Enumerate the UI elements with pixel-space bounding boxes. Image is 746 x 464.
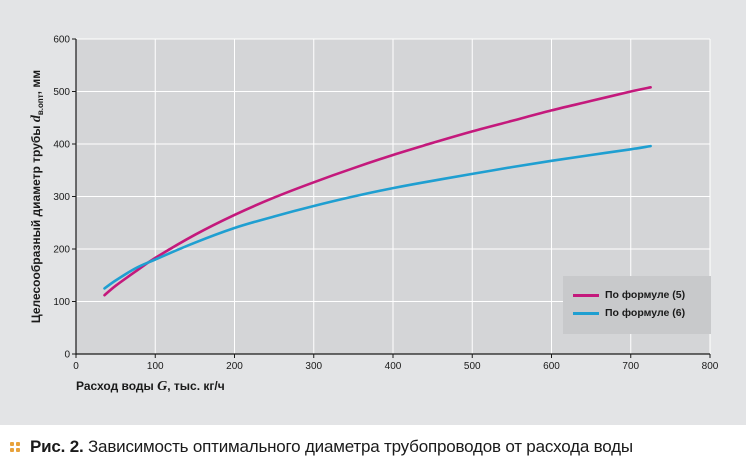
y-tick-label: 400 [53, 140, 70, 151]
y-tick-label: 500 [53, 87, 70, 98]
x-tick-label: 300 [305, 361, 322, 372]
series-lines [103, 86, 652, 297]
legend-swatch-formula-6 [573, 311, 599, 315]
caption-text: Зависимость оптимального диаметра трубоп… [83, 436, 633, 456]
figure-caption: Рис. 2. Зависимость оптимального диаметр… [0, 429, 746, 464]
x-tick-label: 700 [622, 361, 639, 372]
legend-item-formula-6: По формуле (6) [573, 307, 685, 319]
caption-dots-icon [10, 441, 20, 452]
y-tick-label: 200 [53, 245, 70, 256]
legend-label-formula-6: По формуле (6) [605, 307, 686, 319]
x-axis-label: Расход воды G, тыс. кг/ч [76, 379, 225, 394]
x-tick-label: 100 [147, 361, 164, 372]
caption-label: Рис. 2. [30, 436, 84, 456]
legend-label-formula-5: По формуле (5) [605, 289, 686, 301]
chart-svg: 0 100 200 300 400 500 600 700 800 0 100 200 300 400 5… [29, 35, 719, 395]
x-tick-labels: 0 100 200 300 400 500 600 700 800 [73, 354, 719, 372]
y-tick-labels: 0 100 200 300 400 500 600 [53, 35, 76, 361]
x-tick-label: 400 [385, 361, 402, 372]
x-tick-label: 0 [73, 361, 79, 372]
x-tick-label: 800 [702, 361, 719, 372]
x-tick-label: 500 [464, 361, 481, 372]
y-tick-label: 600 [53, 35, 70, 46]
y-axis-label: Целесообразный диаметр трубы dв.опт, мм [29, 70, 45, 323]
y-tick-label: 0 [64, 350, 70, 361]
series-line-formula-6 [103, 144, 652, 290]
legend-item-formula-5: По формуле (5) [573, 289, 685, 301]
x-tick-label: 600 [543, 361, 560, 372]
y-tick-label: 300 [53, 192, 70, 203]
x-tick-label: 200 [226, 361, 243, 372]
legend: По формуле (5) По формуле (6) [563, 276, 711, 334]
legend-swatch-formula-5 [573, 293, 599, 297]
y-tick-label: 100 [53, 297, 70, 308]
